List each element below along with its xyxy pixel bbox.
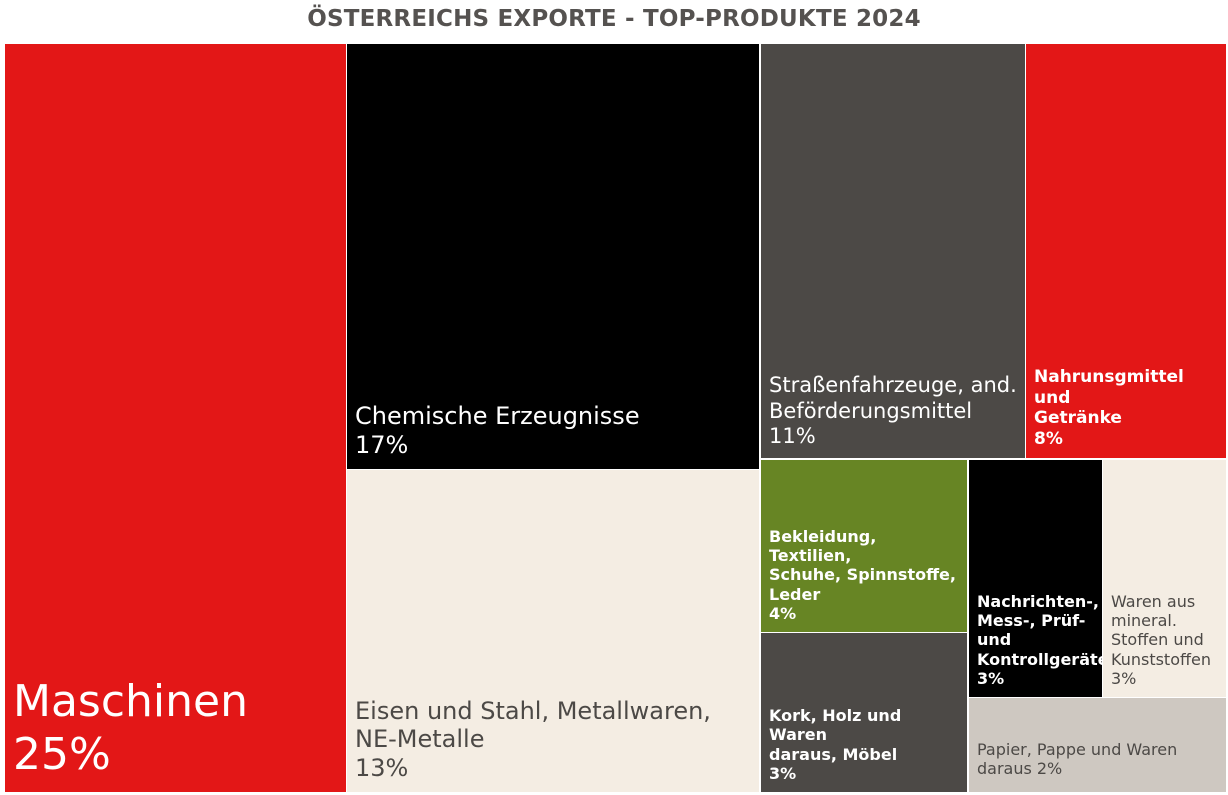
tile-label: Straßenfahrzeuge, and. Beförderungsmitte… <box>769 373 1017 423</box>
treemap-tile: Nahrunsgmittel und Getränke 8% <box>1026 44 1226 458</box>
tile-label: Nachrichten-, Mess-, Prüf- und Kontrollg… <box>977 592 1102 669</box>
tile-value: 8% <box>1034 428 1063 449</box>
tile-label: Chemische Erzeugnisse <box>355 402 640 431</box>
tile-label: Nahrunsgmittel und Getränke <box>1034 367 1184 429</box>
treemap-tile: Bekleidung, Textilien, Schuhe, Spinnstof… <box>761 460 967 632</box>
chart-title: ÖSTERREICHS EXPORTE - TOP-PRODUKTE 2024 <box>307 6 921 32</box>
treemap-tile: Papier, Pappe und Waren daraus 2% <box>969 698 1226 792</box>
tile-label: Eisen und Stahl, Metallwaren, NE-Metalle <box>355 696 711 754</box>
treemap-tile: Maschinen 25% <box>5 44 346 792</box>
treemap-tile: Nachrichten-, Mess-, Prüf- und Kontrollg… <box>969 460 1102 697</box>
treemap-tile: Straßenfahrzeuge, and. Beförderungsmitte… <box>761 44 1025 458</box>
tile-value: 11% <box>769 423 816 448</box>
tile-label: Maschinen <box>13 676 248 728</box>
treemap-tile: Kork, Holz und Waren daraus, Möbel 3% <box>761 633 967 792</box>
tile-value: 25% <box>13 729 111 781</box>
tile-label: Papier, Pappe und Waren daraus <box>977 740 1178 779</box>
tile-value: 2% <box>1036 759 1063 779</box>
treemap-tile: Eisen und Stahl, Metallwaren, NE-Metalle… <box>347 470 759 792</box>
treemap-tile: Chemische Erzeugnisse 17% <box>347 44 759 469</box>
tile-value: 13% <box>355 754 409 783</box>
tile-value: 3% <box>1111 668 1137 688</box>
tile-label: Kork, Holz und Waren daraus, Möbel <box>769 706 902 764</box>
treemap-tile: Waren aus mineral. Stoffen und Kunststof… <box>1103 460 1226 697</box>
tile-label: Waren aus mineral. Stoffen und Kunststof… <box>1111 592 1211 669</box>
tile-value: 3% <box>769 763 797 783</box>
tile-label: Bekleidung, Textilien, Schuhe, Spinnstof… <box>769 527 956 604</box>
tile-value: 17% <box>355 431 409 460</box>
tile-value: 3% <box>977 668 1005 688</box>
tile-value: 4% <box>769 603 797 623</box>
